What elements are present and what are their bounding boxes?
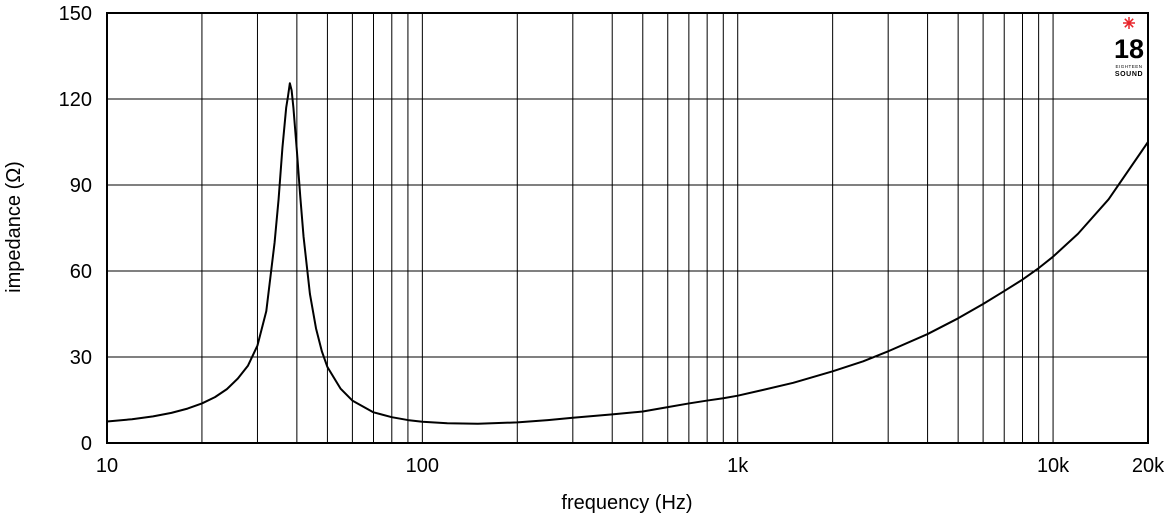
x-tick-label: 20k — [1132, 455, 1165, 477]
x-tick-label: 1k — [727, 455, 749, 477]
x-tick-label: 10k — [1037, 455, 1070, 477]
y-tick-label: 0 — [81, 433, 92, 455]
y-axis-ticks: 0 30 60 90 120 150 — [59, 3, 92, 455]
y-tick-label: 120 — [59, 89, 92, 111]
y-tick-label: 90 — [70, 175, 92, 197]
curve-layer — [106, 82, 1149, 425]
y-tick-label: 30 — [70, 347, 92, 369]
y-tick-label: 150 — [59, 3, 92, 25]
y-axis-title: impedance (Ω) — [3, 161, 25, 293]
grid — [107, 13, 1148, 443]
logo-small-text: EIGHTEEN — [1115, 64, 1142, 69]
y-tick-label: 60 — [70, 261, 92, 283]
x-tick-label: 100 — [406, 455, 439, 477]
impedance-curve — [106, 82, 1149, 425]
plot-frame — [106, 12, 1149, 444]
x-tick-label: 10 — [96, 455, 118, 477]
x-axis-ticks: 10 100 1k 10k 20k — [96, 455, 1165, 477]
logo-brand-text: SOUND — [1115, 71, 1143, 78]
logo-star-icon — [1123, 17, 1135, 29]
x-axis-title: frequency (Hz) — [561, 492, 692, 514]
eighteen-sound-logo: 18 EIGHTEEN SOUND — [1114, 17, 1144, 78]
logo-number: 18 — [1114, 34, 1144, 64]
